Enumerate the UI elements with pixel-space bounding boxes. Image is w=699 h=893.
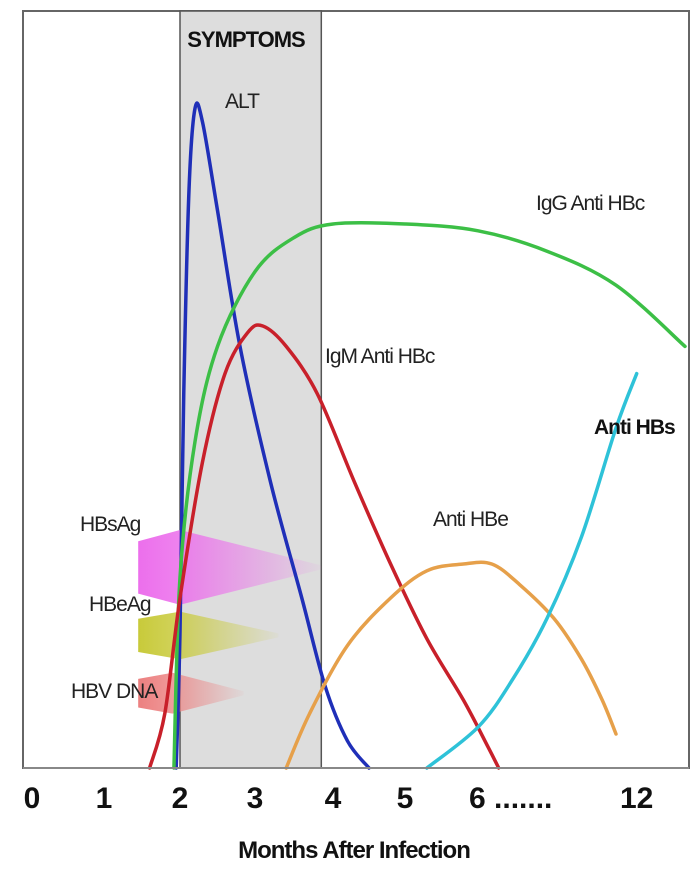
x-tick-label: 5 (397, 782, 414, 815)
series-label-alt: ALT (225, 90, 260, 113)
series-line-anti-hbe (284, 560, 618, 770)
series-label-igm-anti-hbc: IgM Anti HBc (325, 345, 435, 368)
antigen-bar-hbsag (138, 530, 322, 605)
series-line-anti-hbs (425, 371, 639, 770)
antigen-bar-hbv-dna (138, 672, 244, 714)
x-tick-label: 6 ....... (469, 782, 552, 815)
plot-frame (22, 10, 690, 769)
series-line-igg-anti-hbc (172, 220, 687, 770)
symptoms-label: SYMPTOMS (187, 27, 305, 52)
antigen-label-hbv-dna: HBV DNA (71, 680, 158, 703)
series-line-igm-anti-hbc (147, 323, 501, 770)
series-lines (147, 101, 687, 770)
x-tick-label: 4 (325, 782, 342, 815)
series-label-anti-hbs: Anti HBs (594, 416, 675, 439)
antigen-label-hbeag: HBeAg (89, 593, 151, 616)
x-tick-label: 2 (172, 782, 189, 815)
series-label-anti-hbe: Anti HBe (433, 508, 508, 531)
x-tick-label: 0 (24, 782, 41, 815)
series-label-igg-anti-hbc: IgG Anti HBc (536, 192, 645, 215)
x-tick-label: 12 (620, 782, 653, 815)
x-axis-title: Months After Infection (238, 837, 470, 864)
x-tick-label: 3 (247, 782, 264, 815)
series-line-alt (174, 101, 371, 770)
x-tick-label: 1 (96, 782, 113, 815)
antigen-label-hbsag: HBsAg (80, 513, 141, 536)
